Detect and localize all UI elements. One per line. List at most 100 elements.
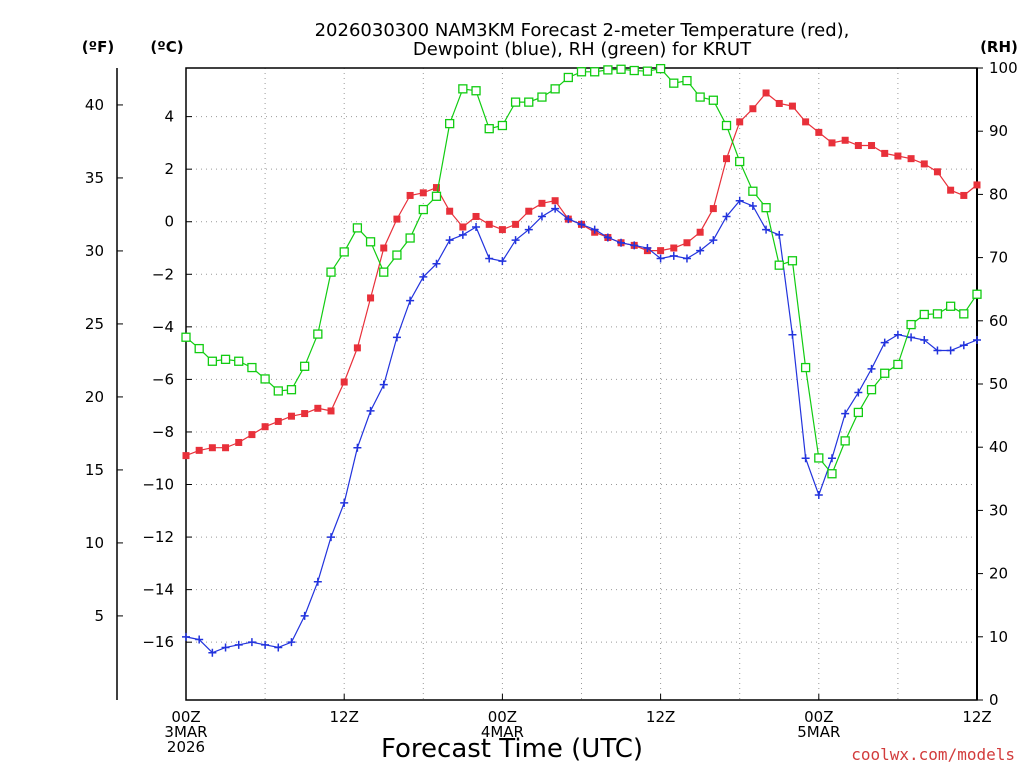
dewpoint-point: [340, 498, 349, 507]
gridlines: [186, 68, 977, 700]
rh-point: [827, 469, 837, 479]
rh-point: [919, 309, 929, 320]
fahrenheit-tick-label: 25: [85, 315, 104, 333]
rh-point: [906, 319, 916, 330]
rh-point: [339, 247, 349, 257]
temperature-point: [538, 199, 546, 207]
rh-tick-label: 40: [989, 438, 1008, 456]
rh-point: [880, 368, 890, 378]
dewpoint-point: [366, 406, 375, 415]
temperature-point: [894, 152, 902, 160]
rh-point: [721, 120, 732, 131]
chart-subtitle: Dewpoint (blue), RH (green) for KRUT: [413, 39, 752, 60]
temperature-point: [815, 128, 823, 136]
temperature-point: [920, 160, 928, 168]
dewpoint-point: [630, 241, 639, 250]
celsius-tick-label: −14: [142, 581, 174, 599]
temperature-point: [472, 212, 480, 220]
dewpoint-point: [221, 643, 230, 652]
temperature-point: [301, 410, 309, 418]
fahrenheit-tick-label: 10: [85, 534, 104, 552]
rh-point: [299, 361, 310, 371]
rh-point: [207, 356, 218, 366]
dewpoint-point: [485, 254, 494, 263]
dewpoint-point: [748, 201, 757, 210]
dewpoint-point: [827, 454, 836, 463]
dewpoint-point: [814, 491, 823, 500]
temperature-point: [287, 412, 295, 420]
temperature-point: [459, 223, 467, 231]
temperature-point: [736, 118, 744, 126]
rh-point: [497, 120, 508, 131]
rh-point: [220, 354, 231, 365]
dewpoint-point: [920, 335, 929, 344]
rh-point: [853, 407, 863, 418]
temperature-point: [973, 181, 981, 189]
dewpoint-point: [195, 635, 204, 644]
rh-point: [814, 453, 824, 463]
rh-point: [748, 186, 758, 196]
x-axis-label: Forecast Time (UTC): [381, 734, 643, 764]
rh-point: [682, 75, 692, 86]
temperature-point: [314, 404, 322, 412]
dewpoint-point: [327, 533, 336, 542]
x-tick-label: 4MAR: [481, 723, 524, 741]
rh-point: [774, 260, 784, 270]
celsius-tick-label: −4: [152, 318, 174, 336]
dewpoint-point: [854, 388, 863, 397]
rh-point: [576, 67, 587, 77]
celsius-unit-label: (ºC): [150, 38, 183, 56]
dewpoint-point: [959, 341, 968, 350]
rh-point: [471, 86, 481, 96]
rh-point: [286, 385, 297, 395]
temperature-point: [947, 186, 955, 194]
rh-point: [642, 66, 653, 76]
fahrenheit-tick-label: 30: [85, 242, 104, 260]
rh-point: [603, 65, 613, 75]
dewpoint-point: [577, 220, 586, 229]
rh-tick-label: 90: [989, 122, 1008, 140]
rh-tick-label: 80: [989, 185, 1008, 203]
chart-title: 2026030300 NAM3KM Forecast 2-meter Tempe…: [315, 20, 850, 41]
rh-point: [959, 309, 969, 319]
dewpoint-point: [682, 254, 691, 263]
rh-point: [972, 289, 982, 299]
rh-point: [458, 84, 468, 94]
rh-point: [405, 233, 415, 243]
credit-label: coolwx.com/models: [851, 745, 1015, 764]
celsius-tick-label: 0: [164, 213, 174, 231]
dewpoint-point: [735, 196, 744, 205]
dewpoint-point: [182, 632, 190, 641]
rh-point: [932, 309, 943, 319]
temperature-point: [551, 197, 559, 205]
temperature-point: [512, 220, 520, 228]
temperature-point: [195, 446, 203, 454]
temperature-point: [261, 423, 269, 431]
temperature-point: [498, 226, 506, 234]
rh-point: [695, 92, 705, 102]
rh-tick-label: 20: [989, 565, 1008, 583]
rh-point: [431, 191, 442, 201]
dewpoint-point: [867, 364, 876, 373]
rh-point: [418, 204, 428, 215]
rh-point: [761, 203, 771, 213]
x-tick-label: 00Z: [804, 708, 833, 726]
fahrenheit-unit-label: (ºF): [82, 38, 114, 56]
dewpoint-point: [643, 244, 652, 253]
rh-point: [365, 237, 376, 247]
dewpoint-point: [564, 215, 573, 224]
x-tick-label: 5MAR: [797, 723, 840, 741]
rh-point: [234, 356, 244, 366]
rh-point: [247, 362, 257, 373]
celsius-tick-label: 2: [164, 160, 174, 178]
temperature-point: [802, 118, 810, 126]
x-tick-label: 12Z: [646, 708, 675, 726]
temperature-point: [235, 438, 243, 446]
dewpoint-point: [973, 335, 981, 344]
rh-point: [708, 95, 718, 105]
temperature-point: [854, 142, 862, 150]
fahrenheit-tick-label: 35: [85, 169, 104, 187]
temperature-point: [353, 344, 361, 352]
dewpoint-point: [946, 346, 955, 355]
temperature-point: [828, 139, 836, 147]
